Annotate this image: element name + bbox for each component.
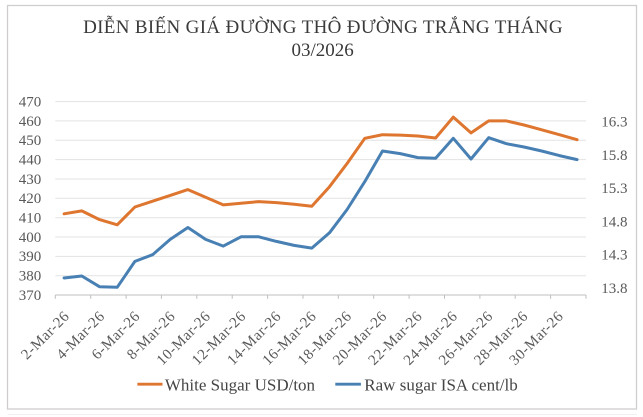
svg-text:380: 380 — [19, 269, 42, 285]
svg-text:03/2026: 03/2026 — [291, 40, 353, 61]
svg-text:Raw sugar ISA cent/lb: Raw sugar ISA cent/lb — [364, 375, 517, 394]
svg-text:370: 370 — [19, 288, 42, 304]
svg-text:420: 420 — [19, 191, 42, 207]
svg-text:DIỄN BIẾN GIÁ ĐƯỜNG THÔ ĐƯỜNG: DIỄN BIẾN GIÁ ĐƯỜNG THÔ ĐƯỜNG TRẮNG THÁN… — [83, 16, 563, 38]
svg-text:14.8: 14.8 — [601, 214, 627, 230]
svg-text:White Sugar USD/ton: White Sugar USD/ton — [165, 375, 316, 394]
svg-text:390: 390 — [19, 249, 42, 265]
svg-text:470: 470 — [19, 95, 42, 111]
svg-text:14.3: 14.3 — [601, 248, 627, 264]
svg-text:410: 410 — [19, 211, 42, 227]
svg-text:440: 440 — [19, 153, 42, 169]
svg-text:15.3: 15.3 — [601, 181, 627, 197]
svg-text:15.8: 15.8 — [601, 148, 627, 164]
svg-text:16.3: 16.3 — [601, 115, 627, 131]
svg-text:400: 400 — [19, 230, 42, 246]
svg-text:430: 430 — [19, 172, 42, 188]
svg-text:13.8: 13.8 — [601, 281, 627, 297]
svg-text:450: 450 — [19, 133, 42, 149]
svg-text:460: 460 — [19, 114, 42, 130]
